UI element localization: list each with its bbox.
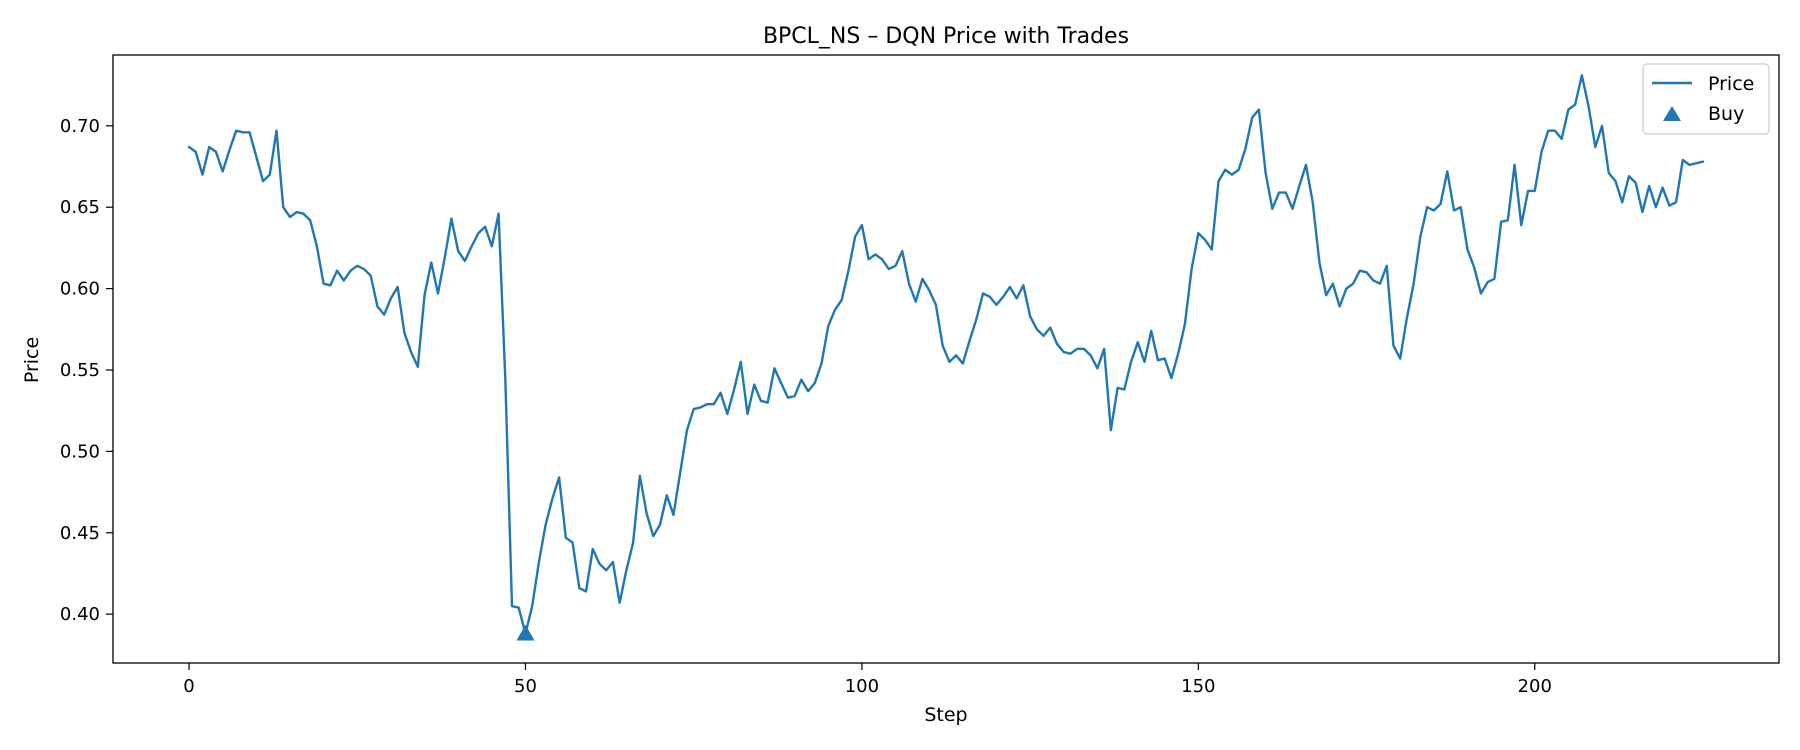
y-axis-label: Price: [21, 337, 43, 383]
price-line: [187, 74, 1705, 635]
y-tick-label: 0.60: [60, 279, 100, 300]
chart-title: BPCL_NS – DQN Price with Trades: [763, 24, 1129, 49]
y-axis: 0.40 0.45 0.50 0.55 0.60 0.65 0.70: [60, 116, 113, 625]
plot-area: [187, 74, 1705, 641]
plot-frame: [112, 54, 1780, 664]
y-tick-label: 0.65: [60, 197, 100, 218]
legend-buy-label: Buy: [1708, 103, 1744, 125]
x-tick-label: 50: [514, 676, 537, 697]
x-tick-label: 200: [1518, 676, 1552, 697]
y-tick-label: 0.70: [60, 116, 100, 137]
legend-price-label: Price: [1708, 73, 1754, 95]
x-axis-label: Step: [924, 704, 967, 726]
y-tick-label: 0.55: [60, 360, 100, 381]
x-tick-label: 150: [1181, 676, 1215, 697]
x-tick-label: 0: [183, 676, 194, 697]
x-axis: 0 50 100 150 200: [183, 663, 1552, 697]
legend-buy-marker: [1663, 106, 1681, 121]
y-tick-label: 0.40: [60, 604, 100, 625]
legend: Price Buy: [1642, 63, 1770, 135]
y-tick-label: 0.50: [60, 441, 100, 462]
buy-marker: [516, 624, 535, 641]
y-tick-label: 0.45: [60, 523, 100, 544]
x-tick-label: 100: [845, 676, 879, 697]
